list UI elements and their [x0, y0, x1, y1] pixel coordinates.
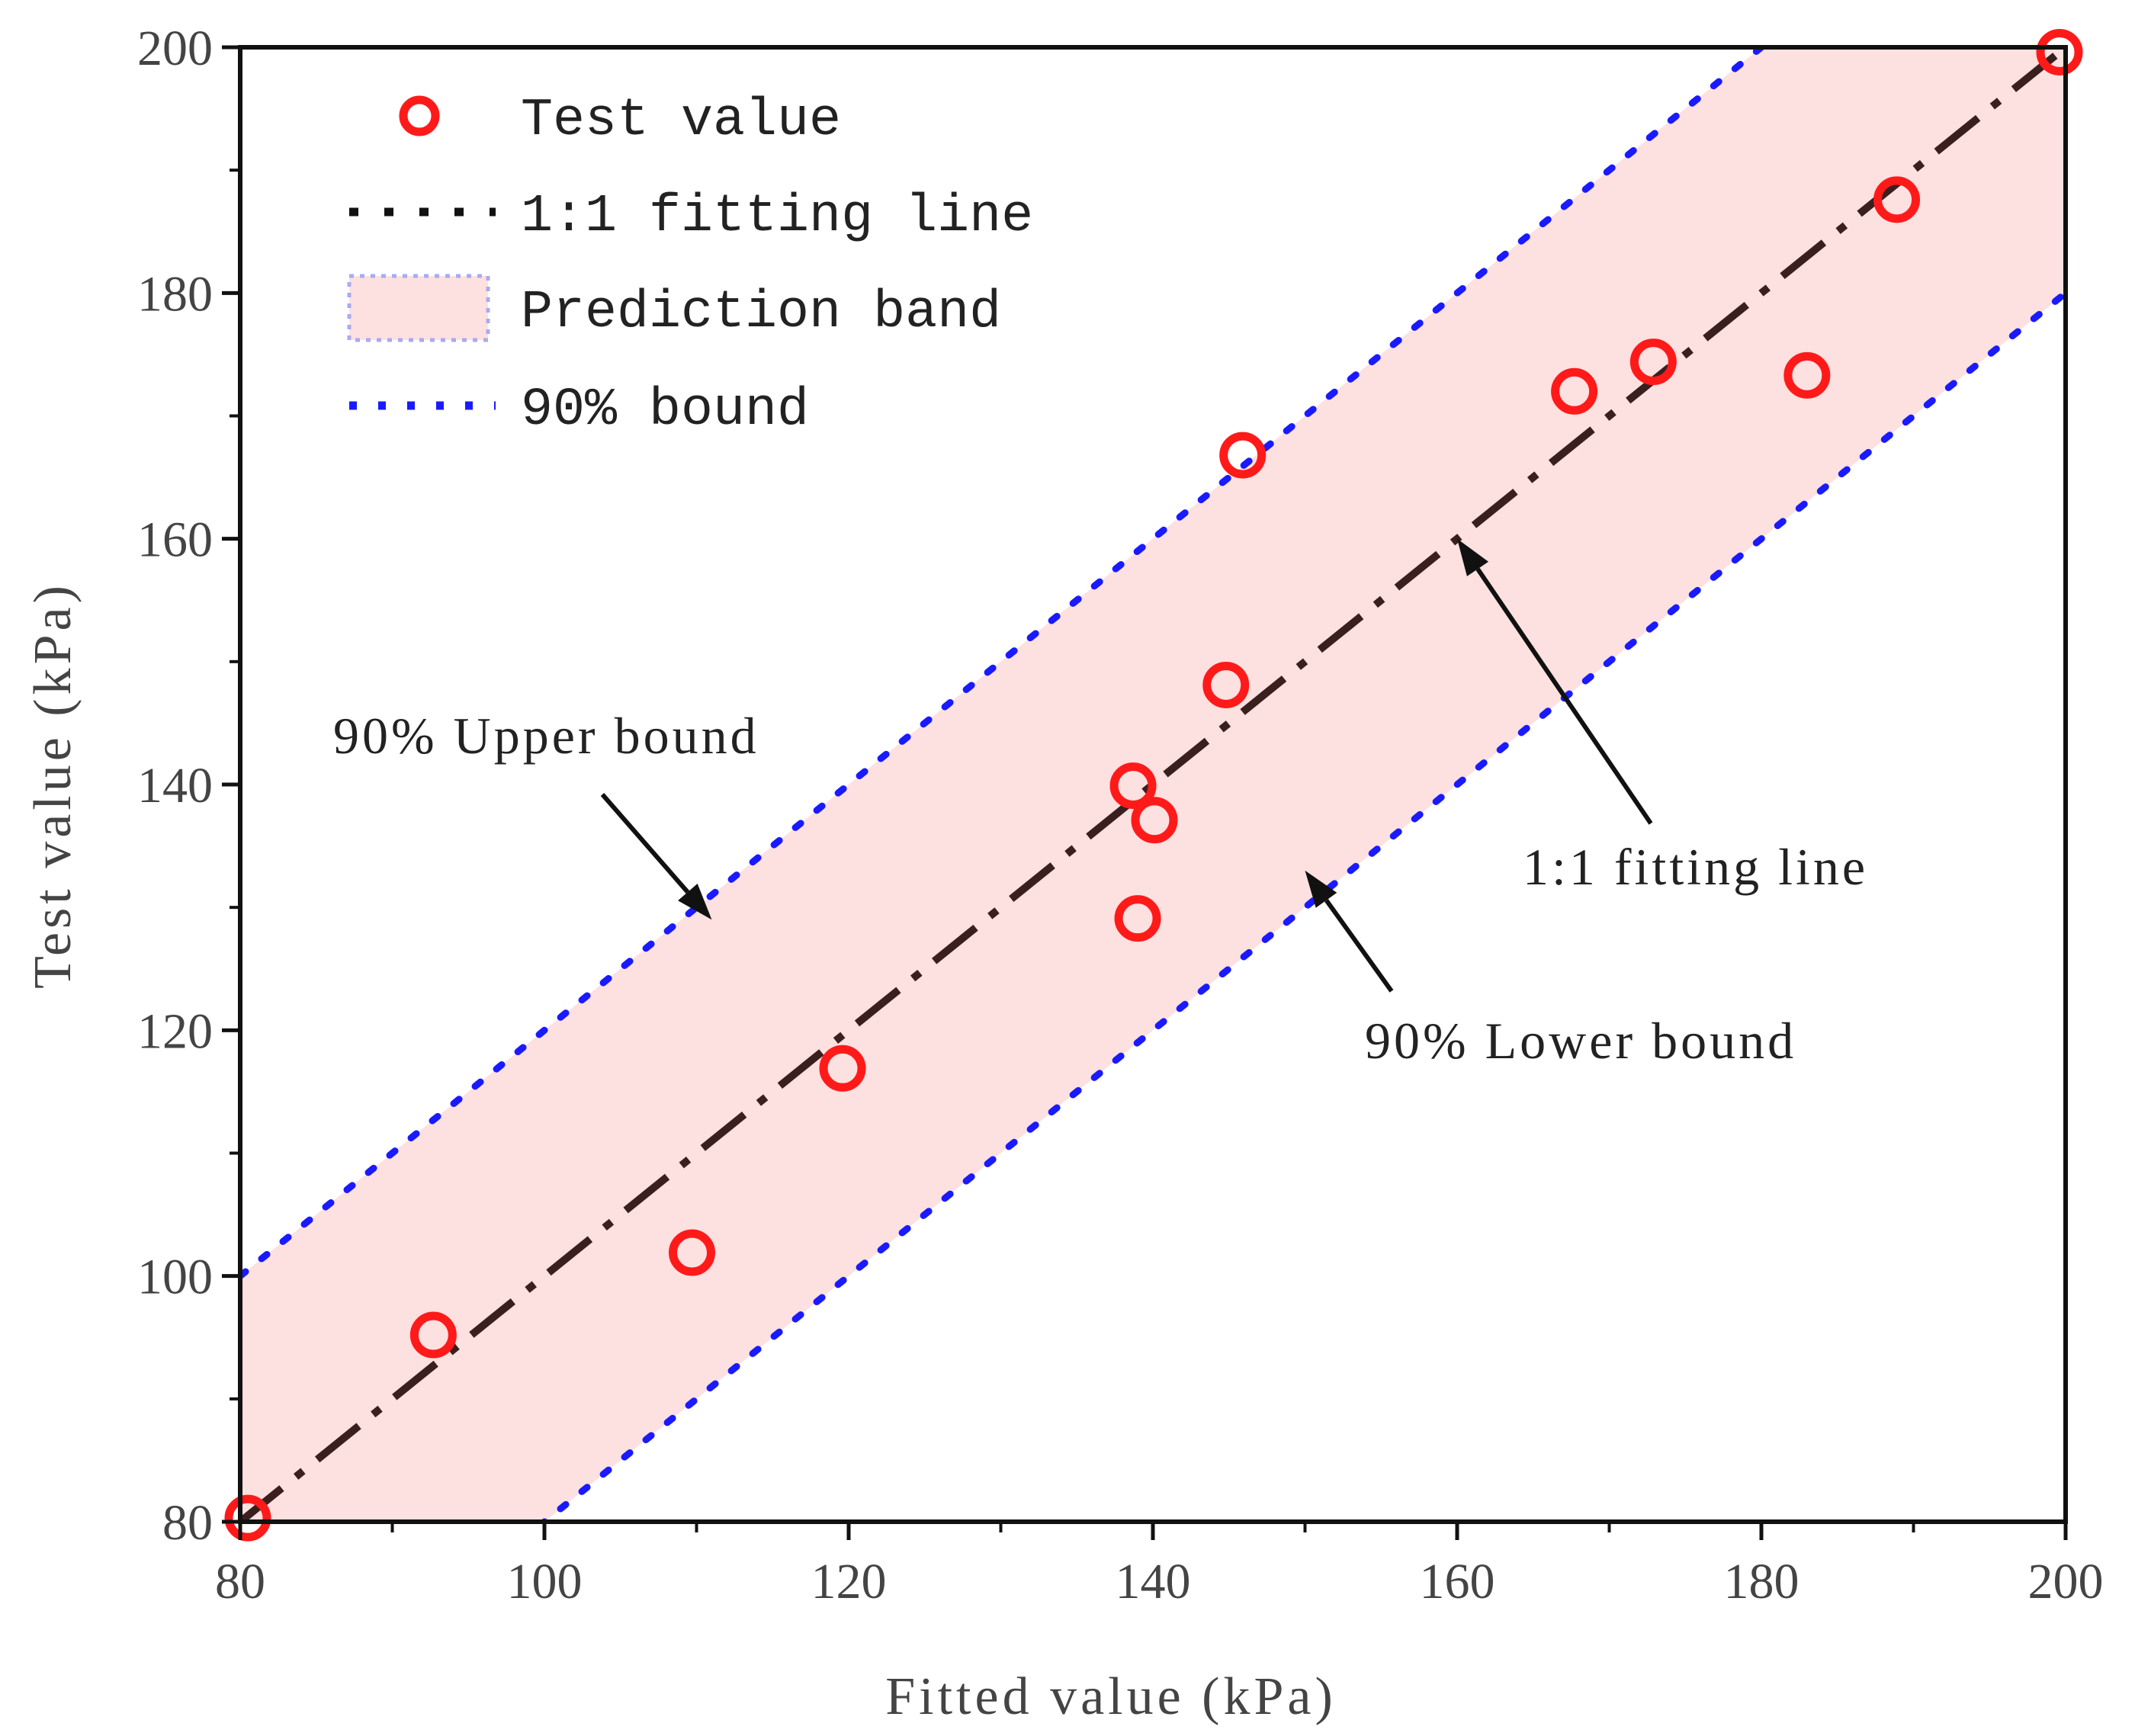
data-point [1551, 367, 1598, 415]
upper-bound-line [240, 47, 1767, 1280]
y-tick-label: 180 [137, 266, 213, 322]
legend-label-fitting-line: 1:1 fitting line [521, 187, 1033, 247]
data-point [1629, 339, 1677, 386]
data-point [669, 1229, 716, 1276]
data-point [1131, 797, 1178, 844]
legend: Test value 1:1 fitting line Prediction b… [347, 91, 1033, 441]
data-point [1219, 432, 1267, 479]
data-point [1873, 176, 1921, 223]
data-point [1109, 762, 1157, 810]
x-tick-label: 140 [1116, 1554, 1191, 1609]
data-point [1114, 895, 1161, 942]
annotation-arrow-line [1475, 567, 1653, 825]
data-point [224, 1494, 271, 1542]
annotation-arrow-line [1324, 899, 1394, 993]
annotation-fitting-line: 1:1 fitting line [1523, 838, 1868, 896]
fitting-line [240, 47, 2066, 1522]
annotation-arrow-line [600, 793, 690, 894]
y-tick-label: 100 [137, 1250, 213, 1305]
x-tick-label: 120 [811, 1554, 887, 1609]
annotation-arrow-head [1305, 870, 1337, 908]
annotation-lower-bound: 90% Lower bound [1365, 1012, 1796, 1070]
x-axis-title: Fitted value (kPa) [885, 1667, 1337, 1726]
y-axis-title: Test value (kPa) [24, 582, 82, 989]
legend-label-prediction-band: Prediction band [521, 283, 1001, 343]
data-point [819, 1044, 866, 1092]
y-tick-label: 200 [137, 21, 213, 76]
y-tick-label: 140 [137, 758, 213, 813]
legend-swatch-prediction-band [347, 274, 490, 342]
data-point [409, 1311, 457, 1359]
data-point [2036, 28, 2083, 75]
x-tick-label: 180 [1724, 1554, 1800, 1609]
x-tick-label: 80 [215, 1554, 265, 1609]
y-tick-label: 120 [137, 1003, 213, 1059]
data-point [1783, 351, 1831, 399]
x-tick-label: 200 [2028, 1554, 2104, 1609]
annotation-arrow-head [678, 883, 712, 920]
legend-label-test-value: Test value [521, 91, 841, 151]
legend-swatch-test-value [399, 95, 440, 136]
x-tick-label: 100 [507, 1554, 583, 1609]
y-tick-label: 80 [162, 1495, 213, 1551]
legend-label-90-bound: 90% bound [521, 380, 809, 441]
y-tick-label: 160 [137, 512, 213, 568]
data-point [1202, 661, 1250, 708]
x-tick-label: 160 [1420, 1554, 1495, 1609]
annotation-arrow-head [1457, 538, 1489, 576]
annotation-upper-bound: 90% Upper bound [333, 707, 759, 765]
